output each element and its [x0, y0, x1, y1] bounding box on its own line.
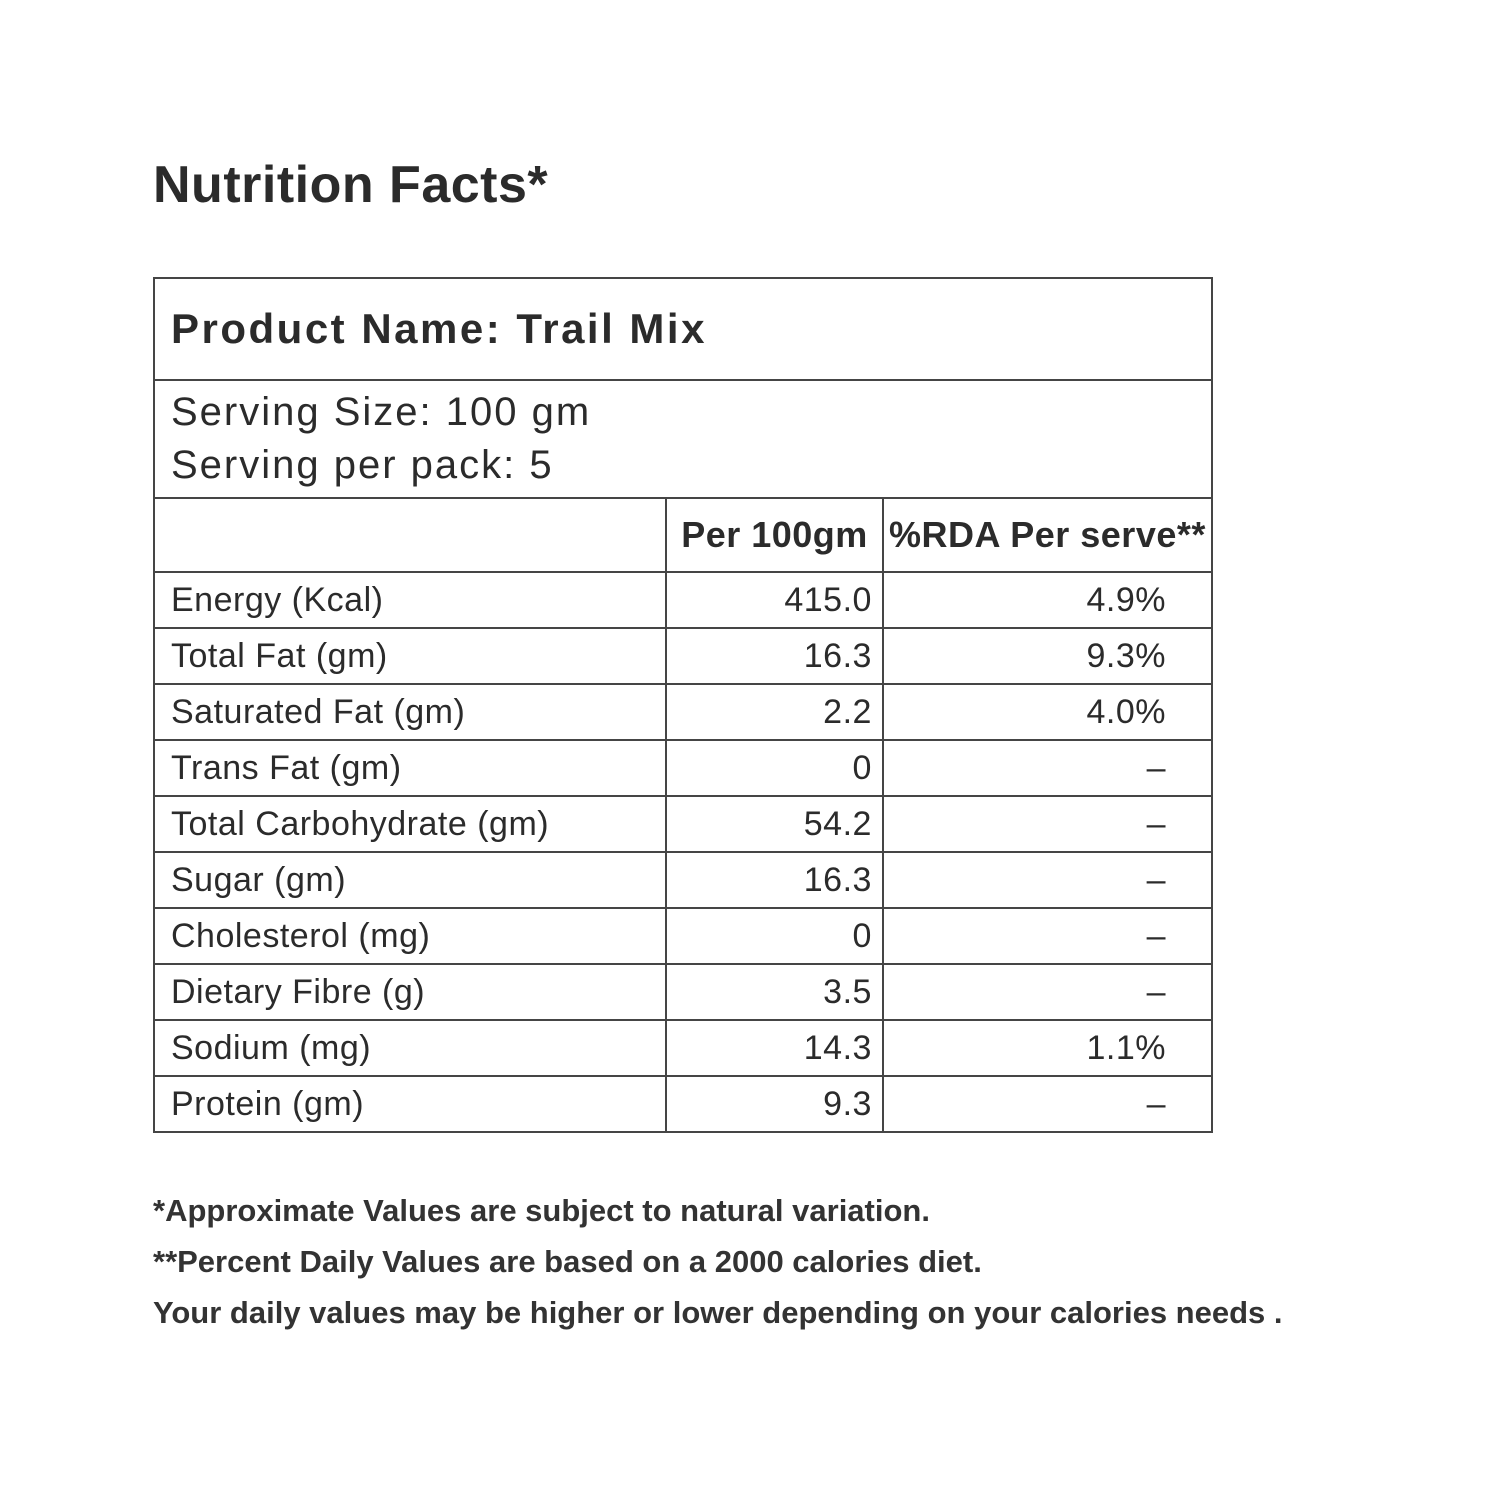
serving-info-row: Serving Size: 100 gm Serving per pack: 5 — [153, 379, 1213, 499]
row-rda: – — [881, 851, 1214, 909]
footnote-daily-values-vary: Your daily values may be higher or lower… — [153, 1295, 1283, 1330]
row-per-100gm: 415.0 — [665, 571, 884, 629]
table-row-total-carbohydrate: Total Carbohydrate (gm) 54.2 – — [152, 795, 1214, 853]
row-per-100gm: 16.3 — [665, 627, 884, 685]
table-row-dietary-fibre: Dietary Fibre (g) 3.5 – — [152, 963, 1214, 1021]
table-row-total-fat: Total Fat (gm) 16.3 9.3% — [152, 627, 1214, 685]
row-rda: 4.9% — [881, 571, 1214, 629]
nutrition-table: Product Name: Trail Mix Serving Size: 10… — [152, 277, 1214, 1133]
row-label: Total Carbohydrate (gm) — [152, 795, 668, 853]
product-name-row: Product Name: Trail Mix — [153, 277, 1213, 381]
footnote-percent-daily-values: **Percent Daily Values are based on a 20… — [153, 1244, 982, 1279]
row-rda: – — [881, 907, 1214, 965]
row-label: Cholesterol (mg) — [152, 907, 668, 965]
row-label: Protein (gm) — [152, 1075, 668, 1133]
row-per-100gm: 0 — [665, 907, 884, 965]
row-rda: 9.3% — [881, 627, 1214, 685]
row-label: Saturated Fat (gm) — [152, 683, 668, 741]
row-rda: – — [881, 739, 1214, 797]
row-label: Sodium (mg) — [152, 1019, 668, 1077]
footnote-approximate-values: *Approximate Values are subject to natur… — [153, 1193, 930, 1228]
column-header-rda-per-serve: %RDA Per serve** — [881, 497, 1214, 573]
row-per-100gm: 14.3 — [665, 1019, 884, 1077]
table-row-cholesterol: Cholesterol (mg) 0 – — [152, 907, 1214, 965]
row-rda: 1.1% — [881, 1019, 1214, 1077]
row-per-100gm: 16.3 — [665, 851, 884, 909]
table-row-sugar: Sugar (gm) 16.3 – — [152, 851, 1214, 909]
table-row-protein: Protein (gm) 9.3 – — [152, 1075, 1214, 1133]
table-row-sodium: Sodium (mg) 14.3 1.1% — [152, 1019, 1214, 1077]
row-per-100gm: 0 — [665, 739, 884, 797]
page-title: Nutrition Facts* — [153, 156, 549, 214]
column-header-row: Per 100gm %RDA Per serve** — [152, 497, 1214, 573]
row-per-100gm: 54.2 — [665, 795, 884, 853]
row-rda: – — [881, 1075, 1214, 1133]
table-row-energy: Energy (Kcal) 415.0 4.9% — [152, 571, 1214, 629]
serving-size: Serving Size: 100 gm — [171, 390, 592, 434]
row-per-100gm: 2.2 — [665, 683, 884, 741]
row-label: Energy (Kcal) — [152, 571, 668, 629]
serving-per-pack: Serving per pack: 5 — [171, 443, 554, 487]
row-rda: – — [881, 795, 1214, 853]
row-per-100gm: 3.5 — [665, 963, 884, 1021]
column-header-empty — [152, 497, 668, 573]
serving-info: Serving Size: 100 gm Serving per pack: 5 — [153, 379, 1213, 499]
column-header-per-100gm: Per 100gm — [665, 497, 884, 573]
table-row-saturated-fat: Saturated Fat (gm) 2.2 4.0% — [152, 683, 1214, 741]
row-rda: – — [881, 963, 1214, 1021]
footnotes: *Approximate Values are subject to natur… — [153, 1185, 1433, 1338]
row-label: Dietary Fibre (g) — [152, 963, 668, 1021]
row-per-100gm: 9.3 — [665, 1075, 884, 1133]
row-label: Sugar (gm) — [152, 851, 668, 909]
row-rda: 4.0% — [881, 683, 1214, 741]
product-name: Product Name: Trail Mix — [153, 277, 1213, 381]
row-label: Total Fat (gm) — [152, 627, 668, 685]
table-row-trans-fat: Trans Fat (gm) 0 – — [152, 739, 1214, 797]
row-label: Trans Fat (gm) — [152, 739, 668, 797]
